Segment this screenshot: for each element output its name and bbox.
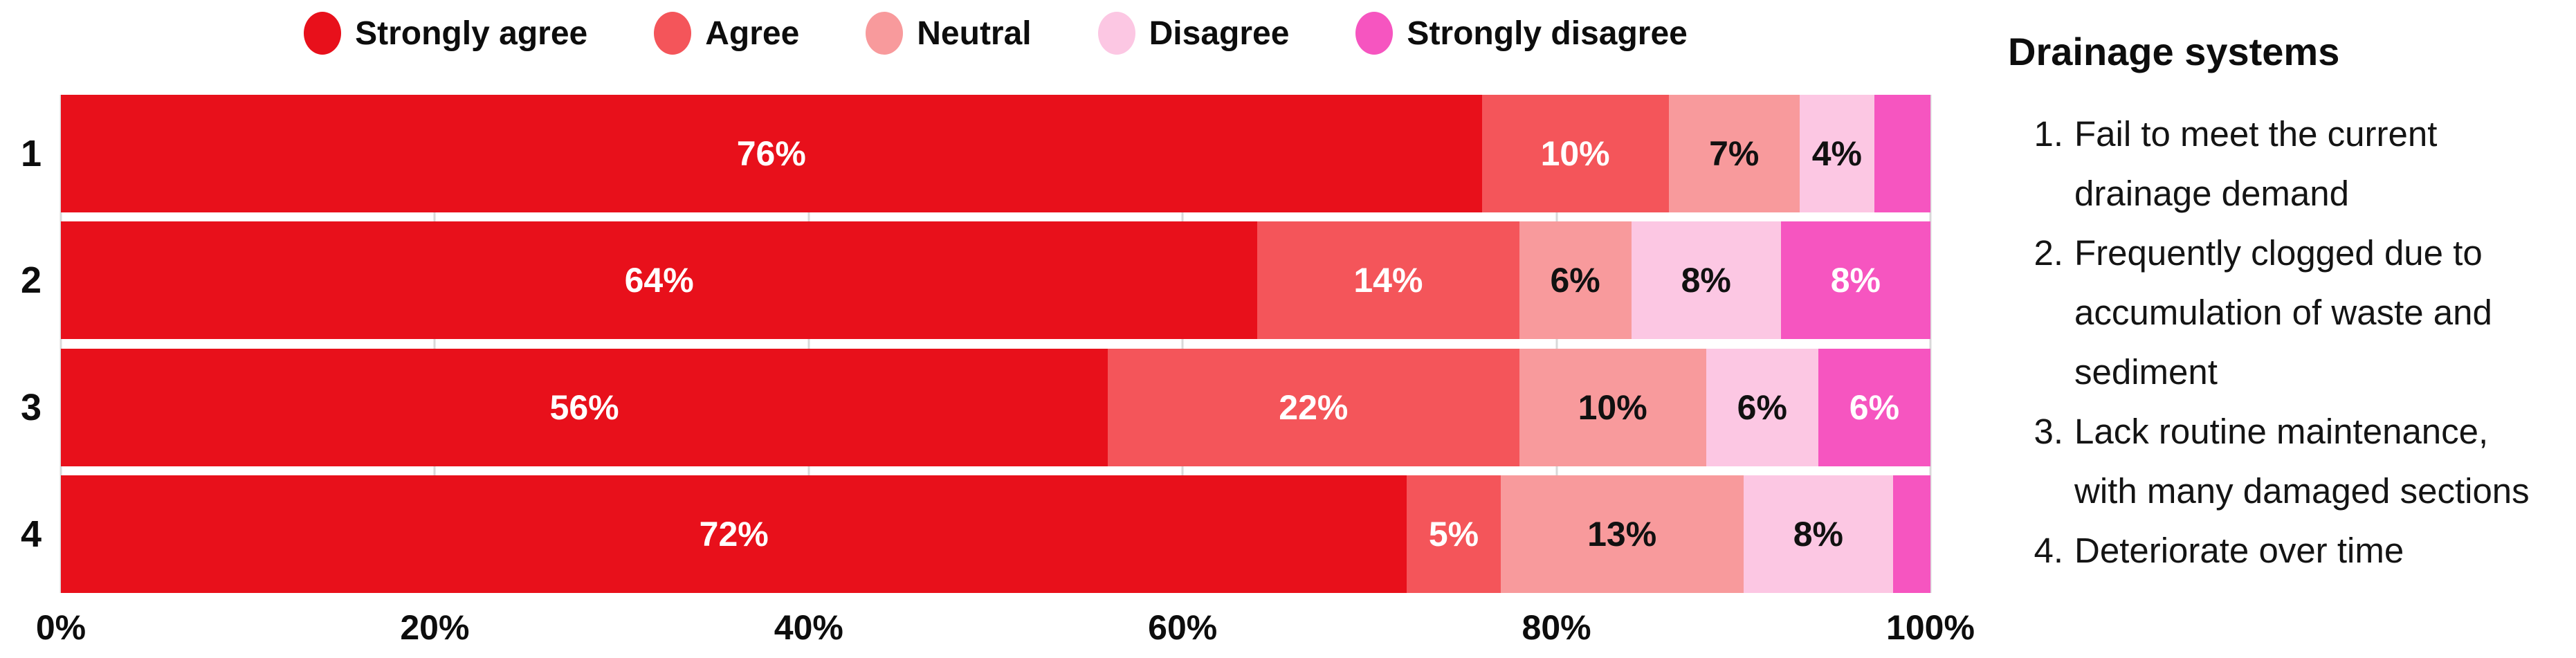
bar-row-3: 56% 22% 10% 6% 6% <box>61 348 1930 466</box>
bar-segment-disagree: 4% <box>1799 95 1874 212</box>
notes-item-number: 4. <box>2034 531 2063 570</box>
gridline-100 <box>1929 95 1932 593</box>
bar-segment-strongly-agree: 56% <box>61 348 1108 466</box>
notes-list: 1. Fail to meet the current drainage dema… <box>2008 104 2570 581</box>
notes-item-3: 3. Lack routine maintenance, with many da… <box>2008 402 2570 521</box>
legend-item-neutral: Neutral <box>866 12 1032 55</box>
notes-item-4: 4. Deteriorate over time <box>2008 521 2570 581</box>
bar-segment-agree: 14% <box>1257 221 1519 340</box>
bar-value-label: 6% <box>1550 261 1600 300</box>
bar-value-label: 22% <box>1279 387 1349 427</box>
bar-segment-neutral: 13% <box>1500 475 1744 593</box>
notes-item-1: 1. Fail to meet the current drainage dema… <box>2008 104 2570 223</box>
legend-label: Strongly agree <box>355 15 588 52</box>
gridline-60 <box>1181 95 1184 593</box>
legend-label: Neutral <box>917 15 1032 52</box>
plot-area: 76% 10% 7% 4% 64% 14% 6% 8% 8% 56% 22% 10% 6% 6% 72% 5%… <box>60 95 1932 593</box>
bar-rows: 76% 10% 7% 4% 64% 14% 6% 8% 8% 56% 22% 10% 6% 6% 72% 5%… <box>61 95 1930 593</box>
category-label-2: 2 <box>20 259 42 302</box>
gridline-0 <box>60 95 62 593</box>
gridline-40 <box>807 95 810 593</box>
bar-row-2: 64% 14% 6% 8% 8% <box>61 221 1930 340</box>
category-label-3: 3 <box>20 386 42 428</box>
bar-segment-neutral: 7% <box>1668 95 1800 212</box>
category-label-4: 4 <box>20 513 42 555</box>
notes-panel: Drainage systems 1. Fail to meet the curr… <box>2008 29 2570 581</box>
x-tick-0: 0% <box>35 608 86 647</box>
gridline-80 <box>1555 95 1558 593</box>
bar-value-label: 8% <box>1681 261 1731 300</box>
bar-segment-strongly-agree: 76% <box>61 95 1482 212</box>
bar-value-label: 56% <box>549 387 619 427</box>
bar-value-label: 64% <box>624 261 694 300</box>
x-tick-40: 40% <box>774 608 843 647</box>
legend-item-strongly-disagree: Strongly disagree <box>1355 12 1688 55</box>
bar-segment-neutral: 10% <box>1519 348 1706 466</box>
bar-segment-disagree: 8% <box>1631 221 1781 340</box>
legend-item-strongly-agree: Strongly agree <box>304 12 587 55</box>
bar-segment-strongly-disagree: 6% <box>1818 348 1930 466</box>
bar-segment-strongly-disagree <box>1874 95 1930 212</box>
legend-item-disagree: Disagree <box>1097 12 1290 55</box>
notes-item-text: Deteriorate over time <box>2074 531 2404 570</box>
bar-value-label: 4% <box>1811 134 1862 173</box>
bar-value-label: 5% <box>1428 514 1479 554</box>
category-axis: 1 2 3 4 <box>7 95 55 593</box>
x-axis: 0% 20% 40% 60% 80% 100% <box>36 607 1975 656</box>
bar-value-label: 76% <box>736 134 806 173</box>
bar-value-label: 13% <box>1587 514 1657 554</box>
legend-swatch-icon-disagree <box>1097 12 1135 55</box>
x-tick-100: 100% <box>1886 608 1975 647</box>
legend-label: Strongly disagree <box>1407 15 1688 52</box>
bar-value-label: 10% <box>1540 134 1610 173</box>
notes-item-number: 3. <box>2034 412 2063 451</box>
category-label-1: 1 <box>20 133 42 174</box>
bar-value-label: 7% <box>1709 134 1760 173</box>
notes-item-number: 1. <box>2034 114 2063 154</box>
bar-segment-neutral: 6% <box>1519 221 1632 340</box>
bar-value-label: 6% <box>1737 387 1787 427</box>
legend-label: Agree <box>705 15 800 52</box>
bar-value-label: 10% <box>1578 387 1647 427</box>
legend-swatch-icon-agree <box>654 12 692 55</box>
bar-segment-agree: 5% <box>1407 475 1501 593</box>
bar-segment-strongly-disagree: 8% <box>1780 221 1930 340</box>
notes-item-text: Fail to meet the current drainage demand <box>2074 114 2438 213</box>
bar-segment-strongly-disagree <box>1892 475 1930 593</box>
bar-value-label: 72% <box>699 514 769 554</box>
notes-item-number: 2. <box>2034 233 2063 273</box>
bar-row-1: 76% 10% 7% 4% <box>61 95 1930 212</box>
notes-item-text: Lack routine maintenance, with many dama… <box>2074 412 2530 511</box>
x-tick-60: 60% <box>1148 608 1218 647</box>
x-tick-20: 20% <box>400 608 470 647</box>
bar-segment-strongly-agree: 64% <box>61 221 1258 340</box>
bar-row-4: 72% 5% 13% 8% <box>61 475 1930 593</box>
legend-item-agree: Agree <box>654 12 799 55</box>
x-tick-80: 80% <box>1522 608 1591 647</box>
bar-value-label: 6% <box>1849 387 1900 427</box>
legend-label: Disagree <box>1149 15 1290 52</box>
bar-segment-disagree: 8% <box>1743 475 1893 593</box>
bar-segment-strongly-agree: 72% <box>61 475 1407 593</box>
bar-segment-agree: 22% <box>1108 348 1519 466</box>
chart-legend: Strongly agree Agree Neutral Disagree Strong… <box>61 4 1930 62</box>
legend-swatch-icon-strongly-disagree <box>1355 12 1394 55</box>
bar-segment-disagree: 6% <box>1706 348 1818 466</box>
legend-swatch-icon-strongly-agree <box>304 12 342 55</box>
bar-value-label: 8% <box>1830 261 1881 300</box>
notes-item-text: Frequently clogged due to accumulation o… <box>2074 233 2492 392</box>
bar-segment-agree: 10% <box>1481 95 1669 212</box>
bar-value-label: 8% <box>1793 514 1843 554</box>
bar-value-label: 14% <box>1353 261 1423 300</box>
notes-title: Drainage systems <box>2008 30 2340 73</box>
legend-swatch-icon-neutral <box>866 12 904 55</box>
gridline-20 <box>433 95 436 593</box>
notes-item-2: 2. Frequently clogged due to accumulation… <box>2008 223 2570 402</box>
